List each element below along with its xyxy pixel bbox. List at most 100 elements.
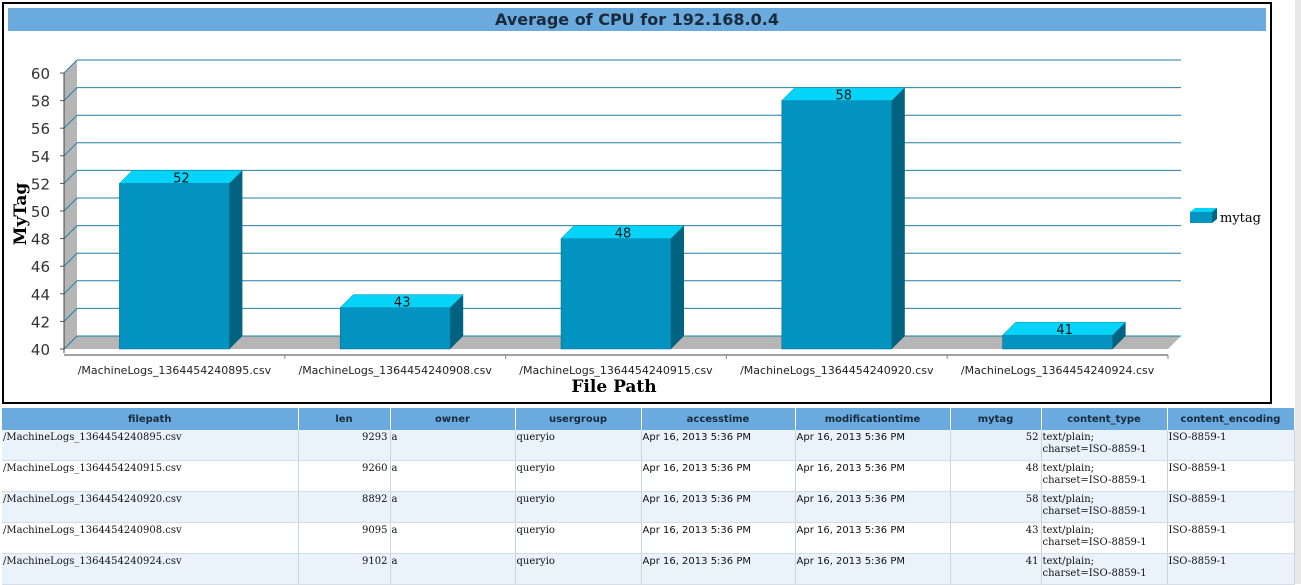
y-tick-label: 44 xyxy=(31,286,50,304)
y-tick-label: 60 xyxy=(31,65,50,83)
table-row[interactable]: /MachineLogs_1364454240924.csv 9102 a query… xyxy=(2,553,1295,585)
gridline-diagonal xyxy=(63,280,78,295)
data-label: 41 xyxy=(1056,323,1073,338)
cell-owner: a xyxy=(390,460,516,492)
data-label: 52 xyxy=(173,171,190,186)
column-header-mytag[interactable]: mytag xyxy=(950,408,1042,430)
y-tick-label: 54 xyxy=(31,148,50,166)
cell-modificationtime: Apr 16, 2013 5:36 PM xyxy=(795,430,951,461)
column-header-content-encoding[interactable]: content_encoding xyxy=(1167,408,1295,430)
cell-accesstime: Apr 16, 2013 5:36 PM xyxy=(641,553,796,585)
gridline-diagonal xyxy=(63,170,78,184)
column-header-len[interactable]: len xyxy=(298,408,391,430)
cell-modificationtime: Apr 16, 2013 5:36 PM xyxy=(795,553,951,585)
cell-content-type: text/plain; charset=ISO-8859-1 xyxy=(1041,491,1168,523)
table-body: /MachineLogs_1364454240895.csv 9293 a query… xyxy=(2,430,1295,585)
cell-usergroup: queryio xyxy=(515,553,642,585)
chart-panel: Average of CPU for 192.168.0.4 40 42 44 46 4… xyxy=(2,2,1272,404)
cell-content-type: text/plain; charset=ISO-8859-1 xyxy=(1041,522,1168,554)
cell-mytag: 52 xyxy=(950,430,1042,461)
cell-content-encoding: ISO-8859-1 xyxy=(1167,460,1295,492)
cell-modificationtime: Apr 16, 2013 5:36 PM xyxy=(795,460,951,492)
table-row[interactable]: /MachineLogs_1364454240908.csv 9095 a query… xyxy=(2,522,1295,554)
y-tick-label: 40 xyxy=(31,341,50,359)
gridline-diagonal xyxy=(63,252,78,267)
cell-len: 9102 xyxy=(298,553,391,585)
y-tick-label: 58 xyxy=(31,93,50,111)
cell-modificationtime: Apr 16, 2013 5:36 PM xyxy=(795,522,951,554)
column-header-owner[interactable]: owner xyxy=(390,408,516,430)
y-tick-label: 48 xyxy=(31,231,50,249)
cell-owner: a xyxy=(390,430,516,461)
cell-owner: a xyxy=(390,553,516,585)
bar xyxy=(781,100,893,350)
table-header-row: filepath len owner usergroup accesstime modif… xyxy=(2,408,1295,430)
scrollbar[interactable] xyxy=(1295,0,1301,584)
cell-content-encoding: ISO-8859-1 xyxy=(1167,430,1295,461)
y-tick-label: 56 xyxy=(31,120,50,138)
column-header-usergroup[interactable]: usergroup xyxy=(515,408,642,430)
y-tick-label: 42 xyxy=(31,313,50,331)
cell-usergroup: queryio xyxy=(515,491,642,523)
bar-side xyxy=(891,87,905,349)
x-tick-label: /MachineLogs_1364454240908.csv xyxy=(298,364,492,377)
y-axis-title: MyTag xyxy=(11,183,31,246)
cell-content-encoding: ISO-8859-1 xyxy=(1167,491,1295,523)
cell-owner: a xyxy=(390,491,516,523)
x-tick-label: /MachineLogs_1364454240924.csv xyxy=(961,364,1155,377)
table-row[interactable]: /MachineLogs_1364454240915.csv 9260 a query… xyxy=(2,460,1295,492)
cell-mytag: 58 xyxy=(950,491,1042,523)
gridline-diagonal xyxy=(63,335,78,350)
cell-filepath: /MachineLogs_1364454240908.csv xyxy=(2,522,299,554)
gridline-diagonal xyxy=(63,87,78,101)
chart-title: Average of CPU for 192.168.0.4 xyxy=(8,8,1266,31)
cell-accesstime: Apr 16, 2013 5:36 PM xyxy=(641,460,796,492)
x-axis-title: File Path xyxy=(571,377,656,397)
gridline-diagonal xyxy=(63,59,78,74)
column-header-content-type[interactable]: content_type xyxy=(1041,408,1168,430)
cell-usergroup: queryio xyxy=(515,430,642,461)
table-row[interactable]: /MachineLogs_1364454240895.csv 9293 a query… xyxy=(2,430,1295,461)
bar-side xyxy=(450,294,464,349)
cell-usergroup: queryio xyxy=(515,460,642,492)
cell-mytag: 48 xyxy=(950,460,1042,492)
y-tick-label: 50 xyxy=(31,203,50,221)
cell-len: 9293 xyxy=(298,430,391,461)
cell-filepath: /MachineLogs_1364454240915.csv xyxy=(2,460,299,492)
table-row[interactable]: /MachineLogs_1364454240920.csv 8892 a query… xyxy=(2,491,1295,523)
x-tick-label: /MachineLogs_1364454240895.csv xyxy=(78,364,272,377)
data-table: filepath len owner usergroup accesstime modif… xyxy=(2,408,1295,585)
data-label: 43 xyxy=(394,296,411,311)
cell-mytag: 43 xyxy=(950,522,1042,554)
legend-swatch-top xyxy=(1190,208,1217,212)
cell-filepath: /MachineLogs_1364454240895.csv xyxy=(2,430,299,461)
cell-content-type: text/plain; charset=ISO-8859-1 xyxy=(1041,553,1168,585)
cell-modificationtime: Apr 16, 2013 5:36 PM xyxy=(795,491,951,523)
cell-content-encoding: ISO-8859-1 xyxy=(1167,553,1295,585)
cell-filepath: /MachineLogs_1364454240924.csv xyxy=(2,553,299,585)
cell-accesstime: Apr 16, 2013 5:36 PM xyxy=(641,491,796,523)
cell-filepath: /MachineLogs_1364454240920.csv xyxy=(2,491,299,523)
gridline-diagonal xyxy=(63,225,78,239)
column-header-accesstime[interactable]: accesstime xyxy=(641,408,796,430)
bar-side xyxy=(1112,322,1126,349)
bar xyxy=(560,238,672,350)
cell-len: 9095 xyxy=(298,522,391,554)
bar-side xyxy=(229,170,243,349)
column-header-filepath[interactable]: filepath xyxy=(2,408,299,430)
gridline-diagonal xyxy=(63,142,78,157)
cell-usergroup: queryio xyxy=(515,522,642,554)
gridline-diagonal xyxy=(63,114,78,129)
cell-accesstime: Apr 16, 2013 5:36 PM xyxy=(641,430,796,461)
column-header-modificationtime[interactable]: modificationtime xyxy=(795,408,951,430)
cell-len: 8892 xyxy=(298,491,391,523)
cell-content-type: text/plain; charset=ISO-8859-1 xyxy=(1041,430,1168,461)
bar xyxy=(339,307,451,350)
gridline-diagonal xyxy=(63,197,78,212)
bar-chart: 40 42 44 46 48 50 52 54 56 58 60 52/MachineLogs_136… xyxy=(11,59,1261,397)
data-label: 58 xyxy=(836,89,853,104)
cell-accesstime: Apr 16, 2013 5:36 PM xyxy=(641,522,796,554)
x-tick-label: /MachineLogs_1364454240915.csv xyxy=(519,364,713,377)
legend-label: mytag xyxy=(1220,211,1261,226)
y-tick-label: 52 xyxy=(31,175,50,193)
